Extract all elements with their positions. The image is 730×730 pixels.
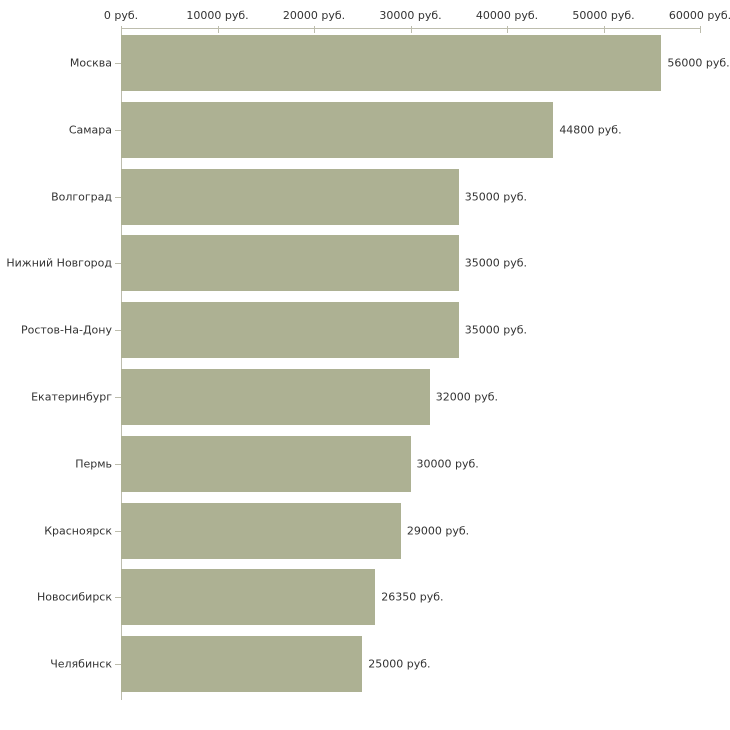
y-tick-mark bbox=[115, 196, 121, 198]
category-label: Волгоград bbox=[51, 190, 112, 204]
bar-value-label: 32000 руб. bbox=[435, 390, 499, 404]
category-label: Челябинск bbox=[50, 657, 112, 671]
x-tick-label: 60000 руб. bbox=[668, 9, 730, 22]
bar[interactable] bbox=[121, 502, 401, 559]
bar[interactable] bbox=[121, 302, 459, 359]
bar[interactable] bbox=[121, 168, 459, 225]
bar-value-label: 35000 руб. bbox=[464, 190, 528, 204]
y-tick-mark bbox=[115, 530, 121, 532]
bar-value-label: 30000 руб. bbox=[416, 457, 479, 471]
x-tick-label: 10000 руб. bbox=[186, 9, 249, 22]
x-tick-mark bbox=[410, 26, 412, 33]
y-tick-mark bbox=[115, 463, 121, 465]
x-tick-label: 30000 руб. bbox=[379, 9, 442, 22]
bar[interactable] bbox=[121, 369, 430, 425]
y-tick-mark bbox=[115, 330, 121, 332]
y-tick-mark bbox=[115, 597, 121, 599]
bar[interactable] bbox=[121, 235, 459, 292]
category-label: Новосибирск bbox=[36, 590, 112, 604]
x-tick-mark bbox=[314, 26, 315, 33]
bar[interactable] bbox=[121, 101, 554, 158]
y-tick-mark bbox=[115, 63, 121, 64]
y-tick-mark bbox=[115, 664, 121, 666]
category-label: Нижний Новгород bbox=[6, 256, 112, 270]
x-tick-mark bbox=[603, 26, 605, 33]
y-tick-mark bbox=[115, 263, 121, 265]
bar[interactable] bbox=[121, 636, 363, 693]
bar-value-label: 26350 руб. bbox=[381, 590, 444, 604]
x-tick-label: 20000 руб. bbox=[282, 9, 346, 22]
bar-value-label: 56000 руб. bbox=[667, 56, 730, 70]
x-tick-label: 40000 руб. bbox=[475, 9, 539, 22]
bar[interactable] bbox=[121, 435, 411, 492]
x-tick-mark bbox=[507, 26, 508, 33]
bar-value-label: 35000 руб. bbox=[464, 323, 528, 337]
bar-value-label: 44800 руб. bbox=[559, 123, 622, 137]
x-tick-mark bbox=[700, 26, 701, 33]
category-label: Москва bbox=[69, 56, 112, 70]
category-label: Самара bbox=[68, 123, 112, 137]
category-label: Пермь bbox=[75, 457, 112, 471]
y-tick-mark bbox=[115, 129, 121, 131]
x-tick-mark bbox=[121, 26, 122, 33]
bar-value-label: 35000 руб. bbox=[464, 256, 528, 270]
bar-value-label: 29000 руб. bbox=[406, 524, 470, 538]
x-tick-label: 0 руб. bbox=[103, 9, 139, 22]
x-tick-label: 50000 руб. bbox=[572, 9, 635, 22]
x-tick-mark bbox=[217, 26, 219, 33]
y-tick-mark bbox=[115, 397, 121, 398]
category-label: Ростов-На-Дону bbox=[20, 323, 112, 337]
bar[interactable] bbox=[121, 569, 376, 626]
category-label: Екатеринбург bbox=[31, 390, 112, 404]
bar[interactable] bbox=[121, 35, 662, 91]
y-axis-line bbox=[121, 28, 122, 700]
bar-value-label: 25000 руб. bbox=[368, 657, 431, 671]
category-label: Красноярск bbox=[44, 524, 112, 538]
